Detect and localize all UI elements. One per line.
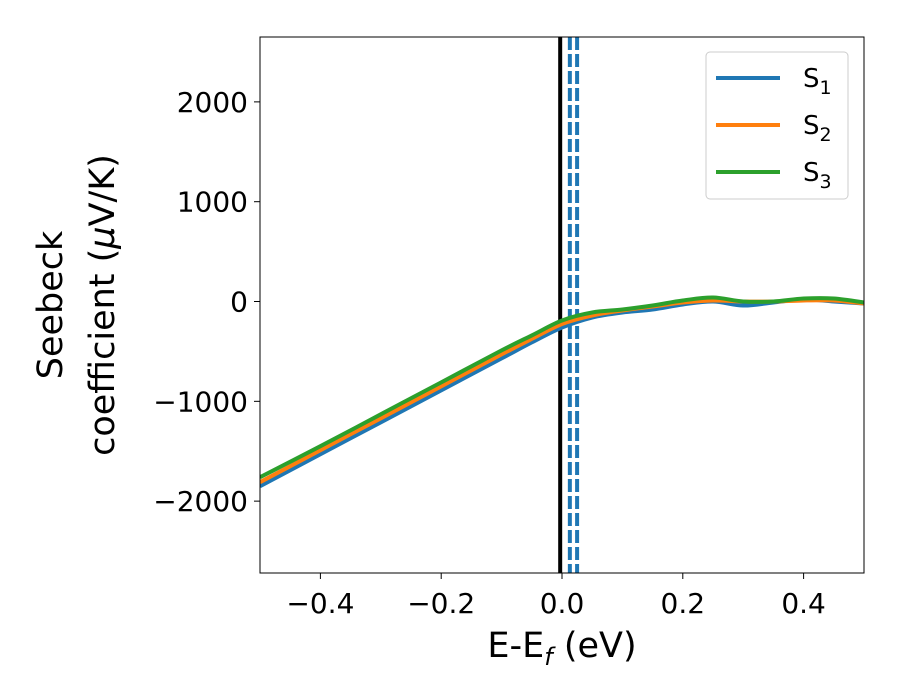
legend-label-s3: S3 [803,158,832,193]
x-tick-label: −0.2 [407,587,475,620]
x-tick-label: 0.2 [661,587,706,620]
legend-label-s1: S1 [803,64,832,99]
y-axis-label: Seebeck coefficient (μV/K) [31,154,123,456]
y-tick-label: −1000 [153,385,248,418]
legend: S1 S2 S3 [705,51,849,200]
y-axis-ticks: −2000 −1000 0 1000 2000 [153,86,260,518]
y-tick-label: 1000 [177,186,248,219]
x-tick-label: −0.4 [286,587,354,620]
x-tick-label: 0.0 [540,587,585,620]
y-tick-label: 0 [230,286,248,319]
x-axis-ticks: −0.4 −0.2 0.0 0.2 0.4 [286,573,826,620]
y-tick-label: 2000 [177,86,248,119]
vertical-lines [558,37,580,573]
x-axis-label: E-Ef (eV) [487,626,636,671]
y-tick-label: −2000 [153,485,248,518]
x-tick-label: 0.4 [781,587,826,620]
series-lines [260,295,864,488]
legend-label-s2: S2 [803,111,832,146]
y-axis-label-line1: Seebeck [31,230,71,379]
y-axis-label-line2: coefficient (μV/K) [83,154,123,456]
series-line-s3 [260,295,864,479]
